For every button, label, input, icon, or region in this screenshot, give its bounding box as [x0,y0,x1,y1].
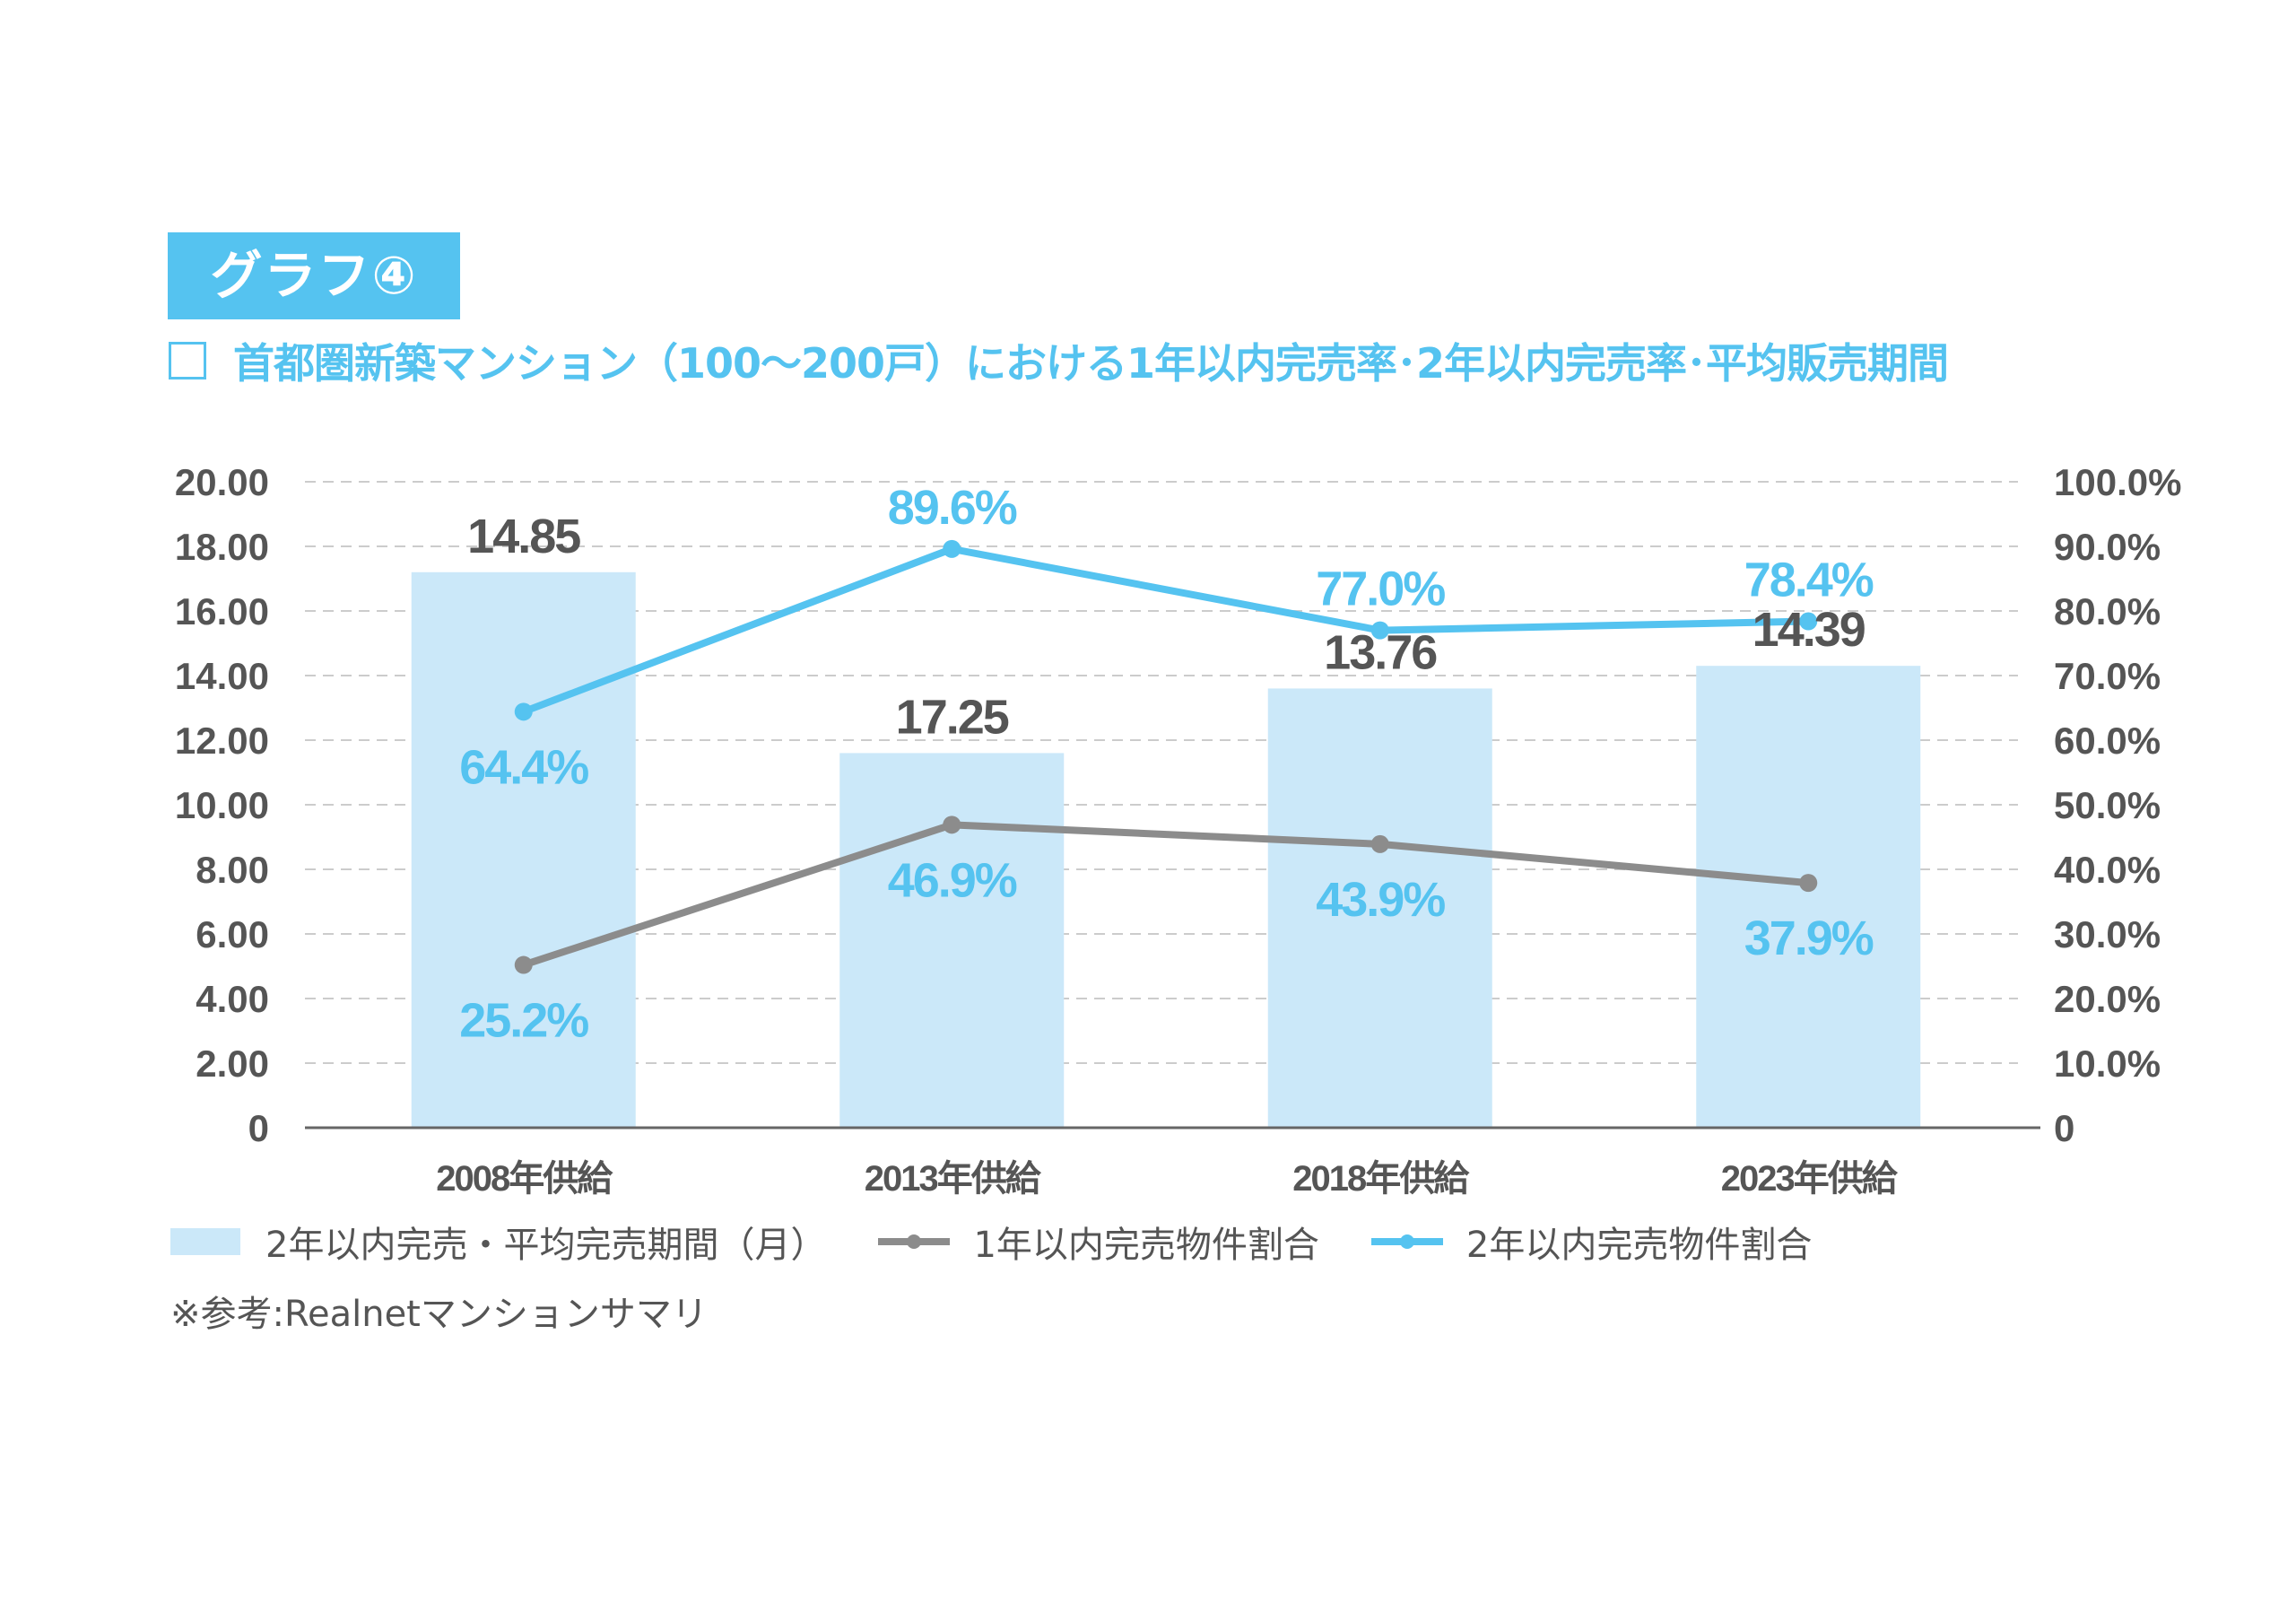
legend-bar-swatch [170,1228,240,1255]
blue-line-point [514,702,533,721]
left-axis-tick-label: 8.00 [196,849,269,891]
legend-gray-line-label: 1年以内完売物件割合 [973,1225,1319,1266]
right-axis-tick-label: 80.0% [2054,590,2161,632]
legend-blue-line-label: 2年以内完売物件割合 [1465,1225,1813,1266]
right-axis-tick-label: 60.0% [2054,720,2161,762]
left-axis-tick-label: 14.00 [175,655,269,697]
right-axis-tick-label: 0 [2054,1107,2074,1149]
left-axis-tick-label: 20.00 [175,461,269,503]
blue-line-path [522,545,1809,716]
right-axis-tick-label: 20.0% [2054,978,2161,1020]
gray-line-value-label: 46.9% [888,853,1017,907]
right-axis-tick-label: 10.0% [2054,1042,2161,1085]
right-axis-tick-label: 100.0% [2054,461,2181,503]
legend-blue-line-icon [1370,1234,1443,1249]
blue-line-point [943,539,961,558]
blue-line-point [1370,621,1389,640]
gray-line-point [514,955,533,974]
lines [514,539,1818,974]
x-axis-category-label: 2008年供給 [436,1159,613,1199]
gray-line-path [522,821,1809,969]
data-labels: 14.85 17.25 13.76 14.39 25.2% 46.9% 43.9% 37.9%… [459,481,1875,1048]
blue-line-value-label: 89.6% [888,481,1017,535]
gray-line-point [943,816,961,834]
right-axis-tick-label: 70.0% [2054,655,2161,697]
axes: 0 2.00 4.00 6.00 8.00 10.00 12.00 14.00 16.00 18.… [175,461,2182,1199]
left-axis-tick-label: 16.00 [175,590,269,632]
gray-line-value-label: 37.9% [1744,912,1874,965]
right-axis-tick-label: 90.0% [2054,526,2161,568]
bar [1696,666,1921,1128]
bar [1267,688,1492,1128]
right-axis-tick-label: 50.0% [2054,784,2161,826]
left-axis-tick-label: 6.00 [196,913,269,955]
chart-title: 首都圏新築マンション（100〜200戸）における1年以内完売率･2年以内完売率･… [233,339,1949,388]
bar-value-label: 14.39 [1752,603,1866,657]
left-axis-tick-label: 4.00 [196,978,269,1020]
gray-line-point [1370,834,1389,853]
blue-line-value-label: 64.4% [459,740,588,794]
gray-line-value-label: 43.9% [1316,873,1445,927]
left-axis-tick-label: 0 [248,1107,269,1149]
bar-value-label: 17.25 [896,690,1009,744]
legend-bar-label: 2年以内完売・平均完売期間（月） [265,1225,827,1266]
blue-line-value-label: 78.4% [1744,554,1874,607]
x-axis-category-label: 2013年供給 [865,1159,1042,1199]
left-axis-tick-label: 2.00 [196,1042,269,1085]
left-axis-tick-label: 10.00 [175,784,269,826]
blue-line-point [1799,612,1818,631]
right-axis-tick-label: 40.0% [2054,849,2161,891]
bar-value-label: 13.76 [1324,625,1437,679]
bar [839,753,1065,1128]
bar-value-label: 14.85 [467,510,580,563]
gray-line-value-label: 25.2% [459,994,588,1048]
left-axis-tick-label: 18.00 [175,526,269,568]
blue-line-value-label: 77.0% [1316,563,1445,616]
graph-number-badge: グラフ④ [168,232,460,319]
legend-gray-line-icon [878,1234,951,1249]
gray-line-point [1799,874,1818,893]
source-footnote: ※参考:Realnetマンションサマリ [170,1294,708,1335]
right-axis-tick-label: 30.0% [2054,913,2161,955]
bar [411,571,636,1128]
legend: 2年以内完売・平均完売期間（月） 1年以内完売物件割合 2年以内完売物件割合 [170,1220,1812,1266]
checkbox-square-icon [169,342,206,379]
x-axis-category-label: 2023年供給 [1721,1159,1899,1199]
left-axis-tick-label: 12.00 [175,720,269,762]
title-row: 首都圏新築マンション（100〜200戸）における1年以内完売率･2年以内完売率･… [169,334,1949,388]
x-axis-category-label: 2018年供給 [1292,1159,1470,1199]
bars [411,571,1921,1128]
